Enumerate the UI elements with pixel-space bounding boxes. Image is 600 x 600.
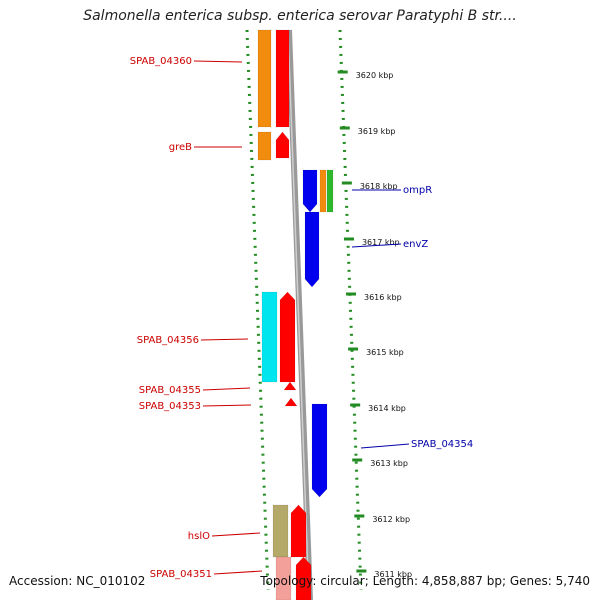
- kbp-tick-label: 3613 kbp: [370, 459, 408, 468]
- gene-arrow-greb[interactable]: [275, 131, 290, 159]
- accession-value: NC_010102: [76, 574, 146, 588]
- gene-arrow-envz[interactable]: [304, 211, 320, 288]
- gene-label-leader: [202, 387, 251, 391]
- gene-arrow-spab-04354[interactable]: [311, 403, 328, 498]
- right-ruler: [338, 29, 363, 591]
- kbp-tick-label: 3619 kbp: [358, 127, 396, 136]
- gene-label[interactable]: SPAB_04355: [139, 385, 201, 396]
- kbp-tick-label: 3614 kbp: [368, 404, 406, 413]
- gene-arrow-spab-04353[interactable]: [284, 397, 298, 407]
- gene-arrow-ompr[interactable]: [302, 169, 318, 213]
- accession-info: Accession: NC_010102: [9, 574, 145, 588]
- genes-label: Genes:: [509, 574, 552, 588]
- gene-block-spab-04351-cds[interactable]: [275, 556, 292, 600]
- gene-label-leader: [193, 60, 243, 63]
- gene-block-ompr-cds-a[interactable]: [319, 169, 327, 213]
- gene-label[interactable]: SPAB_04354: [411, 439, 473, 450]
- gene-arrow-hslo[interactable]: [290, 504, 307, 558]
- kbp-tick-label: 3620 kbp: [356, 71, 394, 80]
- genes-value: 5,740: [555, 574, 590, 588]
- gene-label-leader: [213, 570, 263, 575]
- gene-arrow-spab-04351[interactable]: [295, 556, 312, 600]
- kbp-tick-label: 3616 kbp: [364, 293, 402, 302]
- gene-block-spab-04360-cds[interactable]: [257, 29, 272, 128]
- gene-block-hslo-cds[interactable]: [272, 504, 289, 558]
- gene-block-ompr-cds-b[interactable]: [326, 169, 334, 213]
- genome-title: Salmonella enterica subsp. enterica sero…: [83, 8, 517, 24]
- gene-label[interactable]: greB: [169, 142, 192, 153]
- gene-label-leader: [202, 404, 252, 407]
- gene-block-spab-04360[interactable]: [275, 29, 290, 128]
- gene-label[interactable]: hslO: [188, 531, 210, 542]
- gene-label-leader: [360, 443, 410, 449]
- kbp-tick-label: 3615 kbp: [366, 348, 404, 357]
- gene-label[interactable]: envZ: [403, 239, 428, 250]
- accession-label: Accession:: [9, 574, 73, 588]
- gene-label[interactable]: SPAB_04356: [137, 335, 199, 346]
- gene-label-leader: [211, 532, 261, 537]
- gene-label[interactable]: SPAB_04351: [150, 569, 212, 580]
- length-label: Length:: [372, 574, 419, 588]
- genome-stats: Topology: circular; Length: 4,858,887 bp…: [260, 574, 590, 588]
- topology-value: circular;: [320, 574, 369, 588]
- gene-label[interactable]: ompR: [403, 185, 432, 196]
- gene-arrow-spab-04355[interactable]: [283, 381, 297, 391]
- left-ruler: [245, 29, 270, 591]
- gene-arrow-spab-04356[interactable]: [279, 291, 296, 383]
- gene-block-spab-04356-cds[interactable]: [261, 291, 278, 383]
- gene-label[interactable]: SPAB_04353: [139, 401, 201, 412]
- topology-label: Topology:: [260, 574, 317, 588]
- kbp-tick-label: 3612 kbp: [372, 515, 410, 524]
- gene-label-leader: [351, 243, 402, 248]
- kbp-tick-label: 3611 kbp: [374, 570, 412, 579]
- gene-block-greb-cds[interactable]: [257, 131, 272, 161]
- length-value: 4,858,887 bp;: [421, 574, 507, 588]
- kbp-tick-label: 3617 kbp: [362, 238, 400, 247]
- sequence-backbone-highlight: [287, 29, 310, 600]
- sequence-backbone: [286, 29, 313, 600]
- gene-label-leader: [200, 338, 249, 341]
- gene-label[interactable]: SPAB_04360: [130, 56, 192, 67]
- kbp-tick-label: 3618 kbp: [360, 182, 398, 191]
